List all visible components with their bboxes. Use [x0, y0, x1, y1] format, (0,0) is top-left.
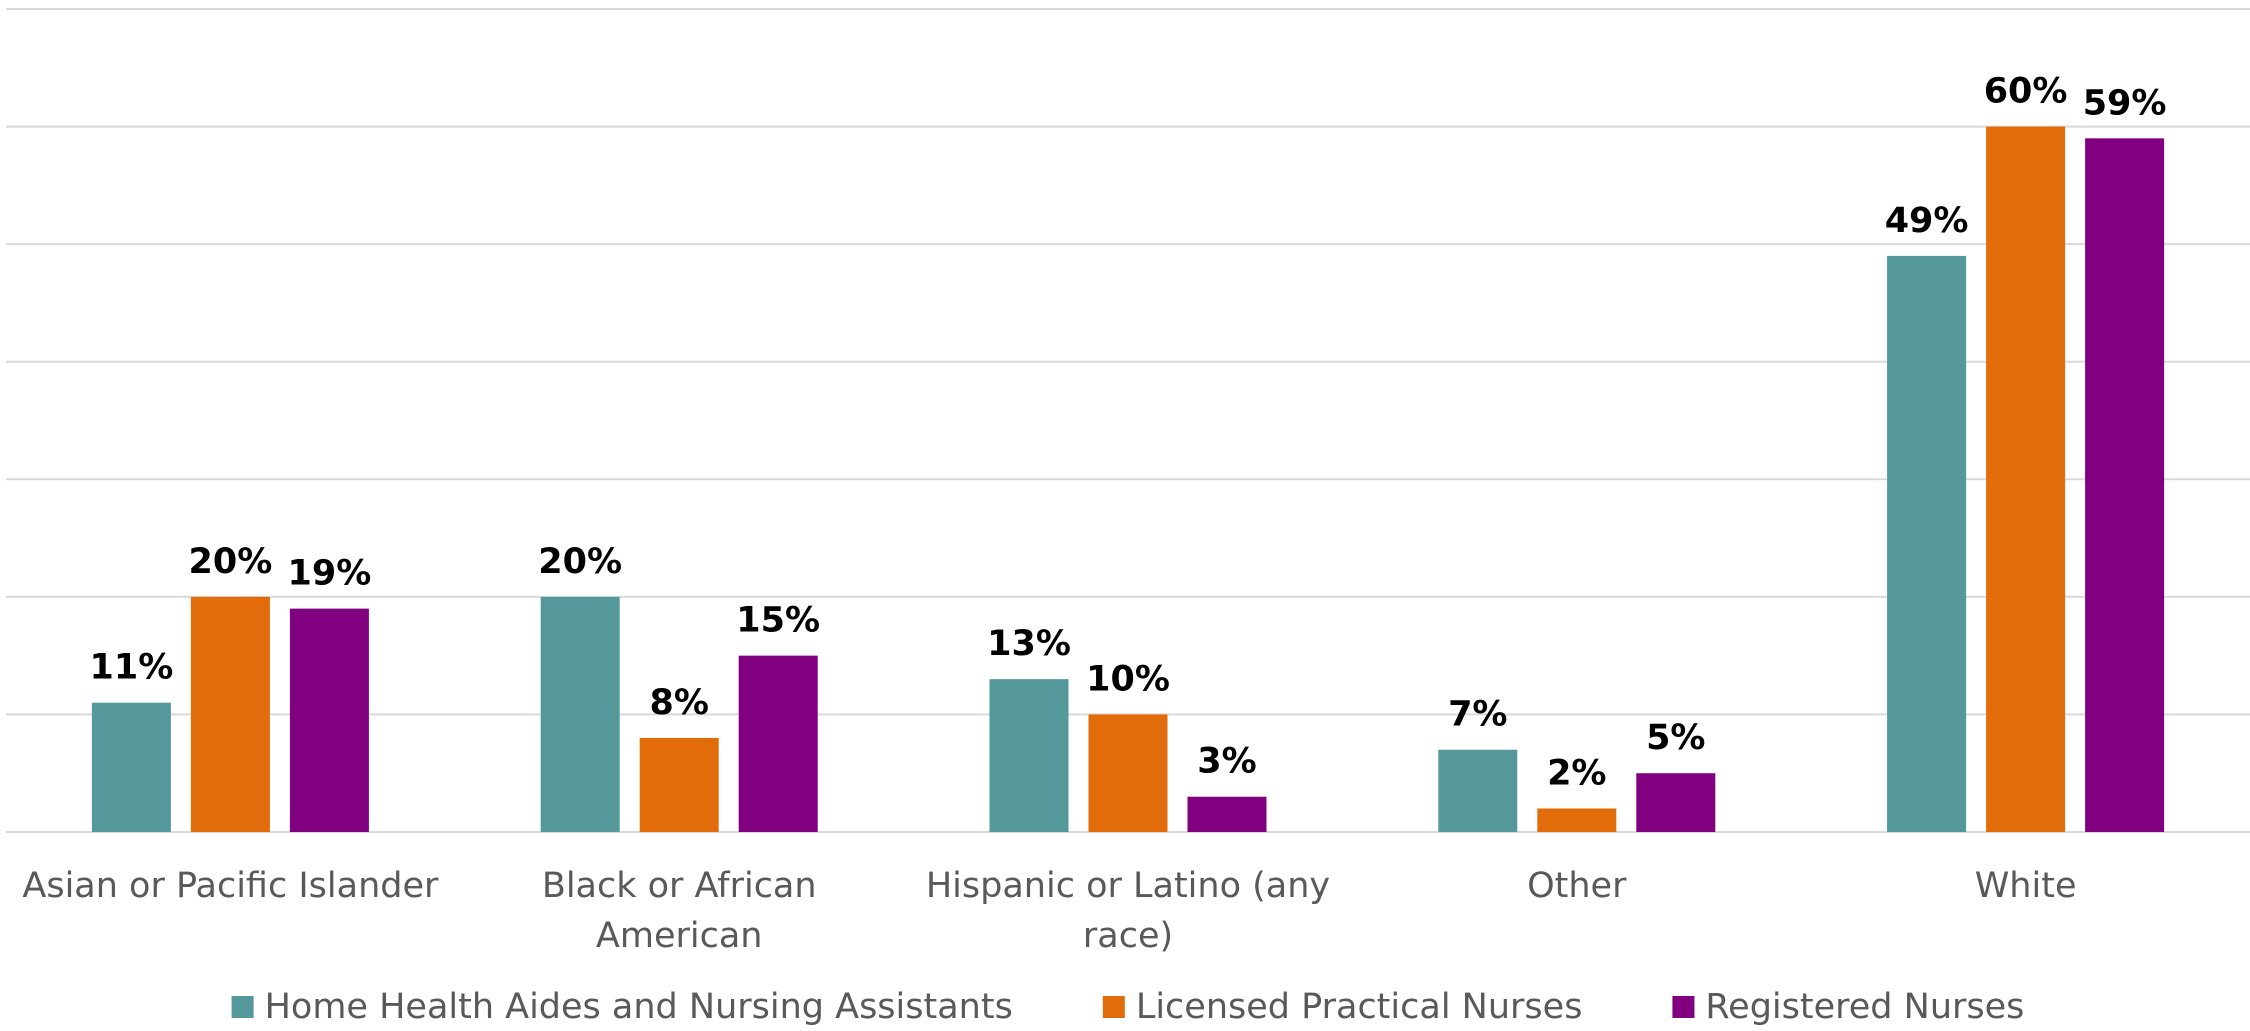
- bar: [1986, 126, 2066, 833]
- bar: [2085, 138, 2165, 833]
- data-label: 2%: [1547, 753, 1606, 793]
- bar: [289, 608, 369, 832]
- legend-swatch: [1672, 996, 1695, 1018]
- data-label: 11%: [90, 648, 174, 688]
- data-label: 20%: [538, 542, 622, 582]
- data-label: 10%: [1086, 659, 1170, 699]
- legend-label: Licensed Practical Nurses: [1136, 987, 1583, 1027]
- data-label: 8%: [649, 683, 708, 723]
- legend-label: Home Health Aides and Nursing Assistants: [265, 987, 1013, 1027]
- bar: [190, 596, 270, 832]
- legend: Home Health Aides and Nursing Assistants…: [231, 987, 2024, 1027]
- legend-swatch: [1102, 996, 1125, 1018]
- bar: [1088, 714, 1168, 832]
- bar: [639, 737, 719, 832]
- data-label: 49%: [1885, 201, 1969, 241]
- data-label: 13%: [987, 624, 1071, 664]
- legend-label: Registered Nurses: [1705, 987, 2024, 1027]
- bar: [738, 655, 818, 832]
- x-tick-label: Other: [1527, 866, 1627, 906]
- data-label: 15%: [736, 601, 820, 641]
- x-tick-label: Asian or Pacific Islander: [22, 866, 439, 906]
- data-label: 59%: [2083, 83, 2167, 123]
- data-label: 19%: [288, 554, 372, 594]
- bar: [989, 679, 1069, 832]
- bar: [1636, 773, 1716, 832]
- data-label: 3%: [1197, 742, 1256, 782]
- x-tick-label: Black or African American: [542, 866, 817, 956]
- data-label: 5%: [1646, 718, 1705, 758]
- data-label: 7%: [1448, 695, 1507, 735]
- bar: [1887, 255, 1967, 832]
- data-label: 20%: [189, 542, 273, 582]
- data-label: 60%: [1984, 72, 2068, 112]
- bar: [1187, 796, 1267, 832]
- bar: [540, 596, 620, 832]
- bar: [1537, 808, 1617, 832]
- x-tick-label: Hispanic or Latino (any race): [926, 866, 1330, 956]
- legend-swatch: [231, 996, 254, 1018]
- bar: [91, 702, 171, 832]
- x-tick-label: White: [1975, 866, 2077, 906]
- bar: [1438, 749, 1518, 832]
